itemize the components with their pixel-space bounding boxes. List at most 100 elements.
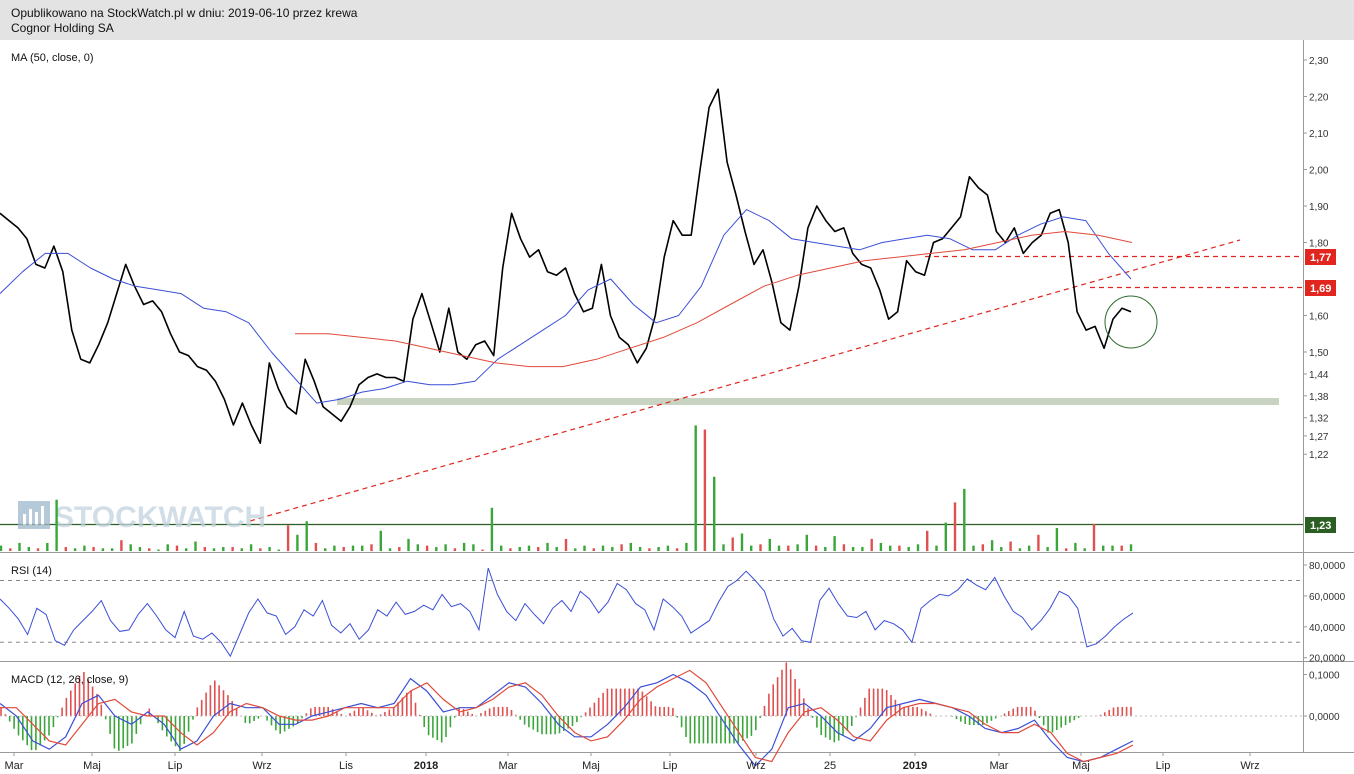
volume-bar — [787, 545, 790, 551]
volume-bar — [1000, 547, 1003, 552]
volume-bars — [0, 425, 1133, 552]
macd-panel-title: MACD (12, 26, close, 9) — [11, 674, 128, 686]
x-tick-label: Maj — [1072, 760, 1090, 772]
volume-bar — [1074, 542, 1077, 551]
price-y-label: 2,10 — [1309, 129, 1329, 140]
rsi-layer — [0, 567, 1303, 658]
x-tick-label: Lip — [663, 760, 678, 772]
volume-bar — [824, 547, 827, 552]
volume-bar — [638, 547, 642, 552]
volume-bar — [759, 544, 762, 552]
volume-bar — [101, 548, 105, 551]
price-y-label: 1,44 — [1309, 370, 1329, 381]
price-y-label: 1,32 — [1309, 414, 1329, 425]
volume-bar — [675, 548, 679, 551]
rsi-y-label: 60,0000 — [1309, 592, 1346, 603]
volume-bar — [351, 545, 355, 551]
level-label-169-text: 1,69 — [1310, 283, 1331, 295]
volume-bar — [537, 547, 540, 552]
rsi-y-label: 80,0000 — [1309, 561, 1346, 572]
volume-bar — [407, 538, 410, 552]
volume-bar — [212, 548, 216, 551]
volume-bar — [83, 545, 86, 551]
volume-bar — [889, 545, 892, 551]
volume-bar — [398, 547, 401, 552]
volume-bar — [509, 548, 512, 551]
volume-bar — [666, 545, 670, 551]
highlight-circle — [1104, 295, 1158, 349]
x-axis: Mar Maj Lip Wrz Lis 2018 Mar Maj Lip Wrz 25 2019 Mar… — [5, 752, 1260, 772]
volume-bar — [814, 545, 818, 551]
volume-bar — [861, 547, 864, 552]
volume-bar — [1046, 547, 1049, 552]
volume-bar — [1009, 541, 1012, 551]
volume-bar — [138, 547, 142, 552]
volume-bar — [185, 548, 188, 551]
volume-bar — [231, 547, 234, 552]
volume-bar — [657, 547, 660, 552]
volume-bar — [972, 545, 975, 551]
volume-bar — [851, 547, 855, 552]
volume-bar — [277, 549, 281, 551]
panel-frames — [0, 40, 1354, 753]
volume-bar — [203, 547, 206, 552]
volume-bar — [435, 547, 438, 552]
volume-bar — [18, 542, 21, 551]
x-tick-label: 25 — [824, 760, 836, 772]
volume-bar — [870, 538, 873, 552]
volume-bar — [444, 544, 447, 552]
price-y-label: 1,60 — [1309, 312, 1329, 323]
y-axis: 2,30 2,20 2,10 2,00 1,90 1,80 1,60 1,50 1,44 1,38… — [1303, 56, 1346, 723]
price-layer — [0, 88, 1133, 444]
volume-bar — [713, 476, 716, 552]
x-tick-label: Wrz — [746, 760, 765, 772]
x-tick-label: Lip — [168, 760, 183, 772]
stock-chart: STOCKWATCH MA (50, close, 0) RSI (14) MA… — [0, 40, 1354, 772]
ma200-line — [295, 231, 1133, 368]
volume-bar — [629, 542, 632, 551]
volume-bar — [1027, 545, 1031, 551]
volume-bar — [361, 545, 364, 551]
volume-bar — [1111, 545, 1114, 551]
volume-bar — [1065, 548, 1068, 551]
volume-bar — [1120, 545, 1123, 551]
price-y-label: 1,38 — [1309, 392, 1329, 403]
volume-bar — [907, 547, 910, 552]
volume-bar — [805, 534, 808, 551]
volume-bar — [73, 548, 77, 551]
volume-bar — [685, 542, 688, 551]
volume-bar — [425, 545, 429, 551]
volume-bar — [546, 542, 549, 551]
x-tick-label: 2018 — [414, 760, 438, 772]
volume-bar — [694, 425, 697, 551]
volume-bar — [731, 537, 734, 551]
volume-bar — [518, 547, 521, 552]
volume-bar — [490, 507, 494, 551]
volume-bar — [166, 544, 169, 552]
volume-bar — [342, 547, 345, 552]
volume-bar — [879, 542, 883, 551]
volume-bar — [0, 545, 3, 551]
macd-y-label: 0,0000 — [1309, 712, 1340, 723]
price-y-label: 2,20 — [1309, 93, 1329, 104]
volume-bar — [416, 544, 419, 552]
volume-bar — [55, 499, 58, 551]
volume-bar — [129, 544, 132, 552]
volume-bar — [601, 545, 605, 551]
volume-bar — [46, 542, 49, 551]
price-y-label: 1,90 — [1309, 202, 1329, 213]
volume-bar — [36, 548, 40, 551]
volume-bar — [740, 533, 744, 552]
volume-bar — [379, 530, 382, 552]
published-info: Opublikowano na StockWatch.pl w dniu: 20… — [11, 6, 358, 20]
volume-bar — [916, 544, 920, 552]
rsi-panel-title: RSI (14) — [11, 565, 52, 577]
volume-bar — [296, 534, 299, 551]
macd-signal-line — [0, 669, 1134, 763]
volume-bar — [990, 540, 994, 551]
volume-bar — [1018, 548, 1022, 551]
macd-layer — [0, 662, 1303, 767]
volume-bar — [324, 548, 327, 551]
volume-bar — [240, 548, 243, 551]
volume-bar — [703, 429, 707, 551]
